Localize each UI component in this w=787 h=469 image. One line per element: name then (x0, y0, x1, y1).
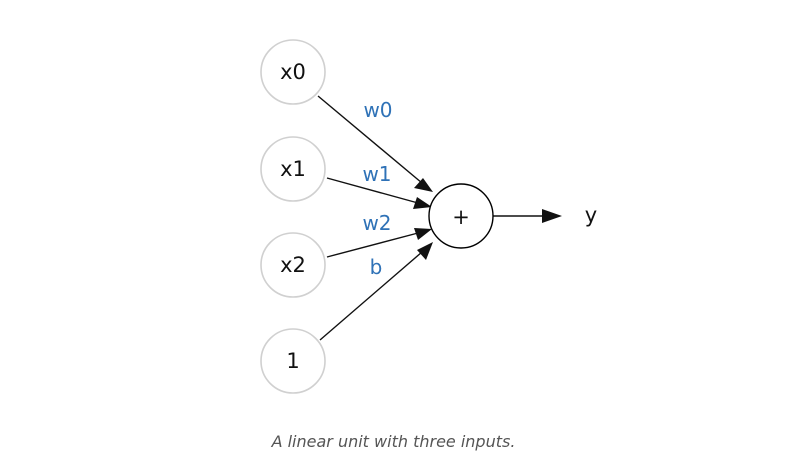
node-bias-input-label: 1 (286, 349, 299, 373)
weight-label-w0: w0 (363, 98, 392, 122)
node-x0: x0 (260, 39, 326, 105)
weight-label-b: b (370, 255, 383, 279)
node-x1: x1 (260, 136, 326, 202)
edge-bias-sum (319, 251, 423, 341)
arrowhead-bias-sum (417, 242, 433, 260)
arrowhead-x2-sum (414, 228, 432, 240)
linear-unit-diagram: x0 x1 x2 1 + y w0 w1 w2 b (260, 39, 597, 394)
node-x1-circle (260, 136, 326, 202)
figure-caption: A linear unit with three inputs. (271, 432, 516, 451)
edge-x1-sum (326, 177, 419, 204)
arrowhead-x0-sum (414, 178, 433, 192)
output-label-y: y (585, 203, 597, 227)
node-x2-label: x2 (280, 253, 306, 277)
node-x1-label: x1 (280, 157, 306, 181)
node-x2-circle (260, 232, 326, 298)
weight-label-w1: w1 (362, 162, 391, 186)
node-bias-input-circle (260, 328, 326, 394)
edge-x0-sum (317, 95, 423, 184)
node-bias-input: 1 (260, 328, 326, 394)
arrowhead-sum-output (542, 209, 562, 223)
node-x0-label: x0 (280, 60, 306, 84)
node-sum-circle (428, 183, 494, 249)
node-sum-label: + (452, 205, 470, 229)
node-x2: x2 (260, 232, 326, 298)
edge-x2-sum (326, 232, 419, 258)
node-sum: + (428, 183, 494, 249)
node-x0-circle (260, 39, 326, 105)
weight-label-w2: w2 (362, 211, 391, 235)
arrowhead-x1-sum (413, 197, 432, 209)
